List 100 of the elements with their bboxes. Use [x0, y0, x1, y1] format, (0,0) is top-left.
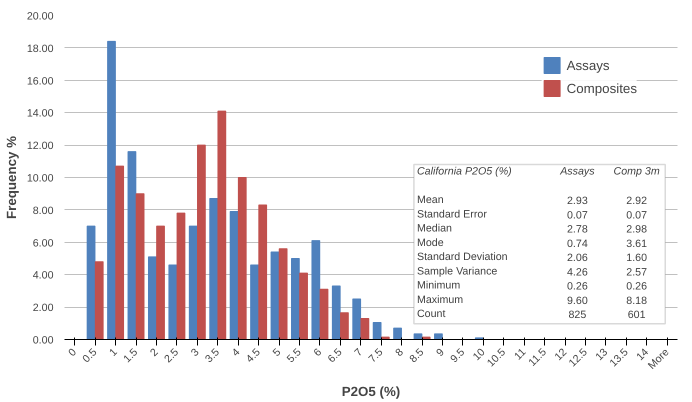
y-tick-label: 14.00	[26, 108, 54, 120]
x-tick-label: 8	[393, 346, 406, 359]
bar	[107, 40, 116, 340]
bar	[291, 258, 300, 340]
annotation: 0.07	[626, 209, 648, 222]
annotation: 0.26	[626, 280, 648, 293]
annotation: 0.07	[567, 209, 588, 222]
bar	[320, 288, 328, 340]
y-tick-label: 18.00	[26, 42, 54, 55]
x-tick-label: 11.5	[526, 346, 549, 369]
x-tick-label: 0	[66, 346, 80, 359]
x-tick-label: 14	[634, 346, 652, 364]
bar	[340, 312, 349, 340]
annotation: 3.61	[626, 238, 648, 250]
annotation: 2.92	[626, 195, 648, 208]
y-tick-label: 0.00	[32, 334, 54, 346]
x-tick-label: 0.5	[80, 346, 100, 366]
bar	[311, 240, 320, 340]
bar	[94, 261, 104, 340]
x-tick-label: 5	[270, 346, 284, 359]
annotation: 2.98	[626, 224, 648, 236]
bar	[136, 193, 144, 340]
bar	[156, 226, 165, 340]
annotation: 601	[628, 309, 646, 322]
annotation: 2.93	[567, 195, 588, 208]
bar	[197, 144, 206, 340]
bar	[115, 166, 124, 340]
annotation: California P2O5 (%)	[416, 166, 512, 178]
x-tick-label: 4	[230, 346, 242, 359]
bar	[434, 333, 443, 340]
x-tick-label: 2	[148, 346, 161, 359]
bar	[299, 272, 308, 340]
bar	[128, 151, 136, 340]
bar	[188, 226, 198, 340]
annotation: Minimum	[416, 280, 460, 292]
bar	[209, 198, 218, 340]
x-tick-label: 6	[311, 346, 324, 359]
x-tick-label: 2.5	[162, 346, 182, 366]
x-tick-label: 6.5	[326, 346, 345, 366]
bar	[332, 286, 341, 340]
bar	[148, 256, 157, 340]
x-tick-label: 1.5	[121, 346, 140, 366]
bar	[278, 248, 288, 340]
x-tick-label: 8.5	[407, 346, 426, 366]
bar	[217, 110, 226, 340]
annotation: 1.60	[626, 252, 648, 264]
annotation: Mean	[416, 194, 444, 206]
y-tick-label: 16.00	[26, 75, 54, 88]
x-tick-label: 12	[552, 346, 570, 364]
bar	[393, 328, 402, 340]
y-tick-label: 8.00	[32, 204, 54, 217]
x-tick-label: 10	[470, 346, 488, 364]
annotation: Comp 3m	[614, 166, 660, 178]
bar	[238, 177, 247, 340]
bar	[360, 318, 370, 340]
annotation: Sample Variance	[416, 265, 498, 278]
annotation: 0.26	[567, 280, 588, 293]
legend-label: Assays	[566, 58, 610, 72]
bar	[414, 333, 422, 340]
x-tick-label: 7	[352, 346, 366, 359]
annotation: 0.74	[567, 238, 588, 250]
annotation: 9.60	[567, 294, 588, 307]
y-tick-label: 10.00	[26, 172, 54, 184]
x-tick-label: 4.5	[244, 346, 263, 366]
bar	[176, 212, 186, 340]
bar	[258, 204, 268, 340]
bar	[250, 264, 259, 340]
y-tick-label: 2.00	[32, 302, 54, 314]
y-tick-label: 4.00	[32, 270, 54, 282]
x-tick-label: 9	[434, 346, 447, 359]
annotation: Maximum	[416, 294, 464, 306]
annotation: 2.78	[567, 224, 588, 236]
bar	[352, 298, 362, 340]
x-tick-label: 7.5	[366, 346, 386, 366]
x-tick-label: 3.5	[203, 346, 222, 366]
x-tick-label: 9.5	[448, 346, 468, 366]
annotation: Mode	[416, 236, 444, 249]
annotation: Median	[416, 222, 452, 235]
bar	[86, 226, 96, 340]
x-tick-label: 5.5	[284, 346, 304, 366]
annotation: Standard Deviation	[416, 251, 508, 264]
bar	[372, 322, 382, 340]
annotation: 4.26	[567, 266, 588, 278]
y-tick-label: 20.00	[26, 10, 54, 22]
annotation: Count	[416, 308, 446, 320]
bar	[230, 211, 238, 340]
annotation: 2.57	[626, 266, 648, 278]
annotation: Assays	[559, 166, 596, 178]
annotation: 2.06	[567, 252, 588, 264]
bar	[270, 252, 280, 340]
y-axis-title: Frequency %	[4, 136, 19, 219]
x-axis-title: P2O5 (%)	[342, 384, 400, 400]
annotation: 825	[568, 309, 586, 322]
bar	[168, 264, 178, 340]
annotation: Standard Error	[416, 208, 488, 220]
x-tick-label: 3	[188, 346, 202, 359]
x-tick-label: 13	[593, 346, 610, 364]
x-tick-label: 1	[107, 346, 120, 359]
annotation: 8.18	[626, 294, 648, 307]
y-tick-label: 12.00	[26, 140, 54, 152]
